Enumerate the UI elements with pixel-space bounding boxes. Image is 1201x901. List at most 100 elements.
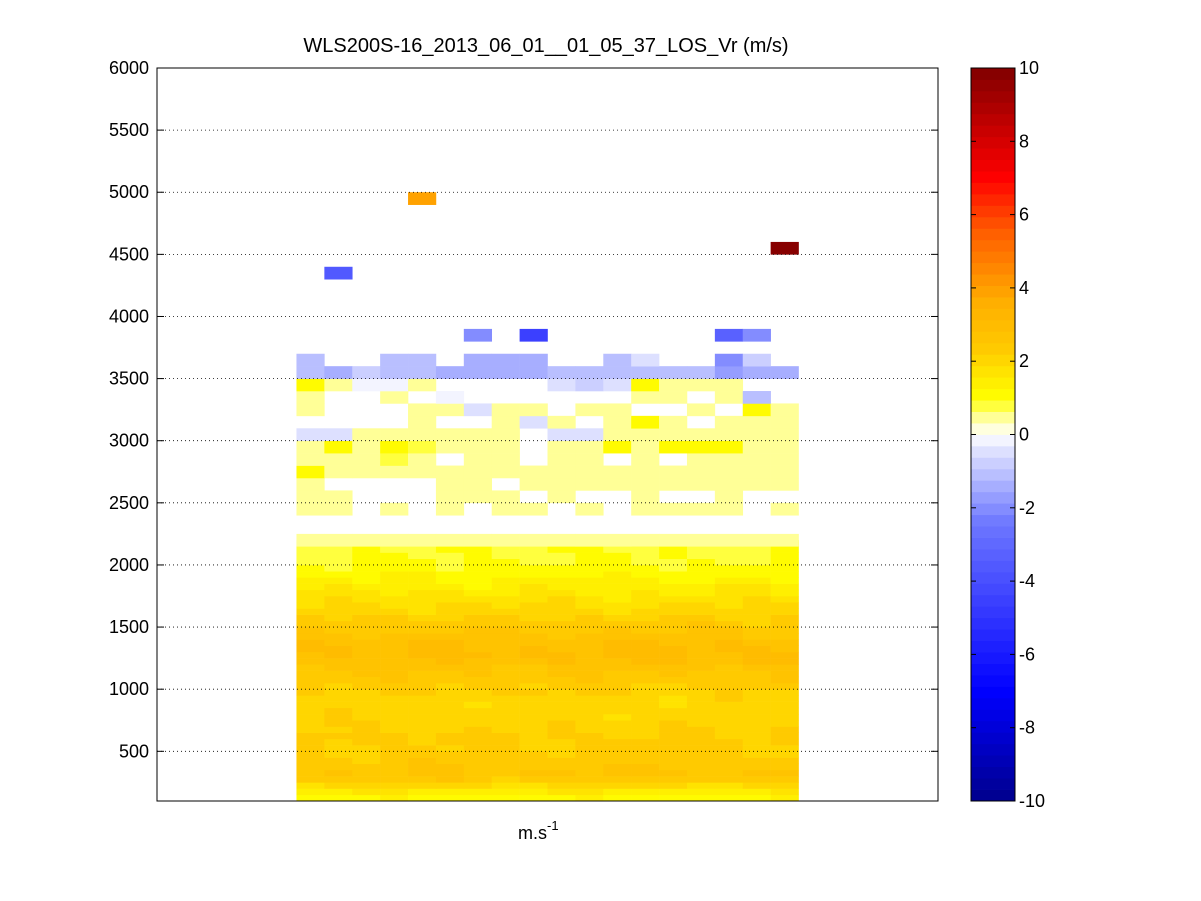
heatmap-cell <box>463 701 493 709</box>
heatmap-cell <box>575 620 604 628</box>
heatmap-cell <box>742 738 771 746</box>
heatmap-cell <box>380 428 409 442</box>
heatmap-cell <box>686 714 716 721</box>
heatmap-cell <box>352 633 381 640</box>
colorbar-swatch <box>971 617 1015 630</box>
heatmap-cell <box>463 707 493 715</box>
colorbar-swatch <box>971 102 1015 115</box>
heatmap-cell <box>519 477 548 491</box>
heatmap-cell <box>547 645 576 653</box>
heatmap-cell <box>631 757 660 765</box>
heatmap-cell <box>491 732 520 740</box>
heatmap-cell <box>491 614 520 622</box>
heatmap-cell <box>435 465 465 479</box>
heatmap-cell <box>352 577 381 584</box>
heatmap-cell <box>380 571 409 578</box>
y-tick-label: 500 <box>119 741 149 761</box>
heatmap-cell <box>380 627 409 634</box>
heatmap-cell <box>435 745 465 752</box>
heatmap-cell <box>408 428 437 442</box>
heatmap-cell <box>770 689 799 696</box>
heatmap-cell <box>380 776 409 783</box>
heatmap-cell <box>547 658 576 665</box>
heatmap-cell <box>631 645 660 653</box>
heatmap-cell <box>519 745 548 752</box>
heatmap-cell <box>435 571 465 578</box>
heatmap-cell <box>519 564 548 572</box>
heatmap-cell <box>296 378 325 392</box>
heatmap-cell <box>631 564 660 572</box>
heatmap-cell <box>408 415 437 429</box>
heatmap-cell <box>631 788 660 796</box>
heatmap-cell <box>686 589 716 597</box>
heatmap-cell <box>659 658 688 665</box>
heatmap-cell <box>435 788 465 796</box>
heatmap-cell <box>352 564 381 572</box>
heatmap-cell <box>714 707 744 715</box>
heatmap-cell <box>714 577 744 584</box>
heatmap-cell <box>324 664 353 671</box>
heatmap-cell <box>770 602 799 609</box>
heatmap-cell <box>770 664 799 671</box>
heatmap-cell <box>519 720 548 727</box>
heatmap-cell <box>631 794 660 802</box>
heatmap-cell <box>296 763 325 771</box>
heatmap-cell <box>435 639 465 646</box>
heatmap-cell <box>575 583 604 591</box>
heatmap-cell <box>519 757 548 765</box>
heatmap-cell <box>352 676 381 684</box>
heatmap-cell <box>603 757 632 765</box>
heatmap-cell <box>603 645 632 653</box>
heatmap-cell <box>463 720 493 727</box>
heatmap-cell <box>770 465 799 479</box>
heatmap-cell <box>659 689 688 696</box>
heatmap-cell <box>463 633 493 640</box>
heatmap-cell <box>435 714 465 721</box>
heatmap-cell <box>603 658 632 665</box>
heatmap-cell <box>491 583 520 591</box>
heatmap-cell <box>296 453 325 466</box>
heatmap-cell <box>380 583 409 591</box>
heatmap-cell <box>575 788 604 796</box>
heatmap-cell <box>408 596 437 603</box>
heatmap-cell <box>408 788 437 796</box>
heatmap-cell <box>547 763 576 771</box>
heatmap-cell <box>603 707 632 715</box>
heatmap-cell <box>603 366 632 379</box>
heatmap-cell <box>659 645 688 653</box>
colorbar-swatch <box>971 136 1015 149</box>
colorbar-tick-label: -4 <box>1019 571 1035 591</box>
heatmap-cell <box>659 682 688 690</box>
heatmap-cell <box>408 670 437 678</box>
heatmap-cell <box>547 664 576 671</box>
heatmap-cell <box>714 477 744 491</box>
heatmap-cell <box>435 707 465 715</box>
heatmap-cell <box>519 620 548 628</box>
heatmap-cell <box>491 695 520 702</box>
heatmap-cell <box>742 552 771 560</box>
heatmap-cell <box>770 403 799 417</box>
heatmap-cell <box>463 745 493 752</box>
heatmap-cell <box>742 614 771 622</box>
heatmap-cell <box>352 651 381 659</box>
heatmap-cell <box>296 769 325 777</box>
heatmap-cell <box>603 682 632 690</box>
heatmap-cell <box>296 676 325 684</box>
heatmap-cell <box>686 788 716 796</box>
colorbar-swatch <box>971 686 1015 699</box>
heatmap-cell <box>408 707 437 715</box>
heatmap-cell <box>770 676 799 684</box>
heatmap-cell <box>714 614 744 622</box>
heatmap-cell <box>352 720 381 727</box>
heatmap-cell <box>714 682 744 690</box>
heatmap-cell <box>463 490 493 504</box>
heatmap-cell <box>714 428 744 442</box>
heatmap-cell <box>742 620 771 628</box>
heatmap-cell <box>770 732 799 740</box>
heatmap-cell <box>380 794 409 802</box>
heatmap-cell <box>463 682 493 690</box>
heatmap-cell <box>770 614 799 622</box>
colorbar-swatch <box>971 480 1015 493</box>
heatmap-cell <box>686 465 716 479</box>
heatmap-cell <box>575 745 604 752</box>
